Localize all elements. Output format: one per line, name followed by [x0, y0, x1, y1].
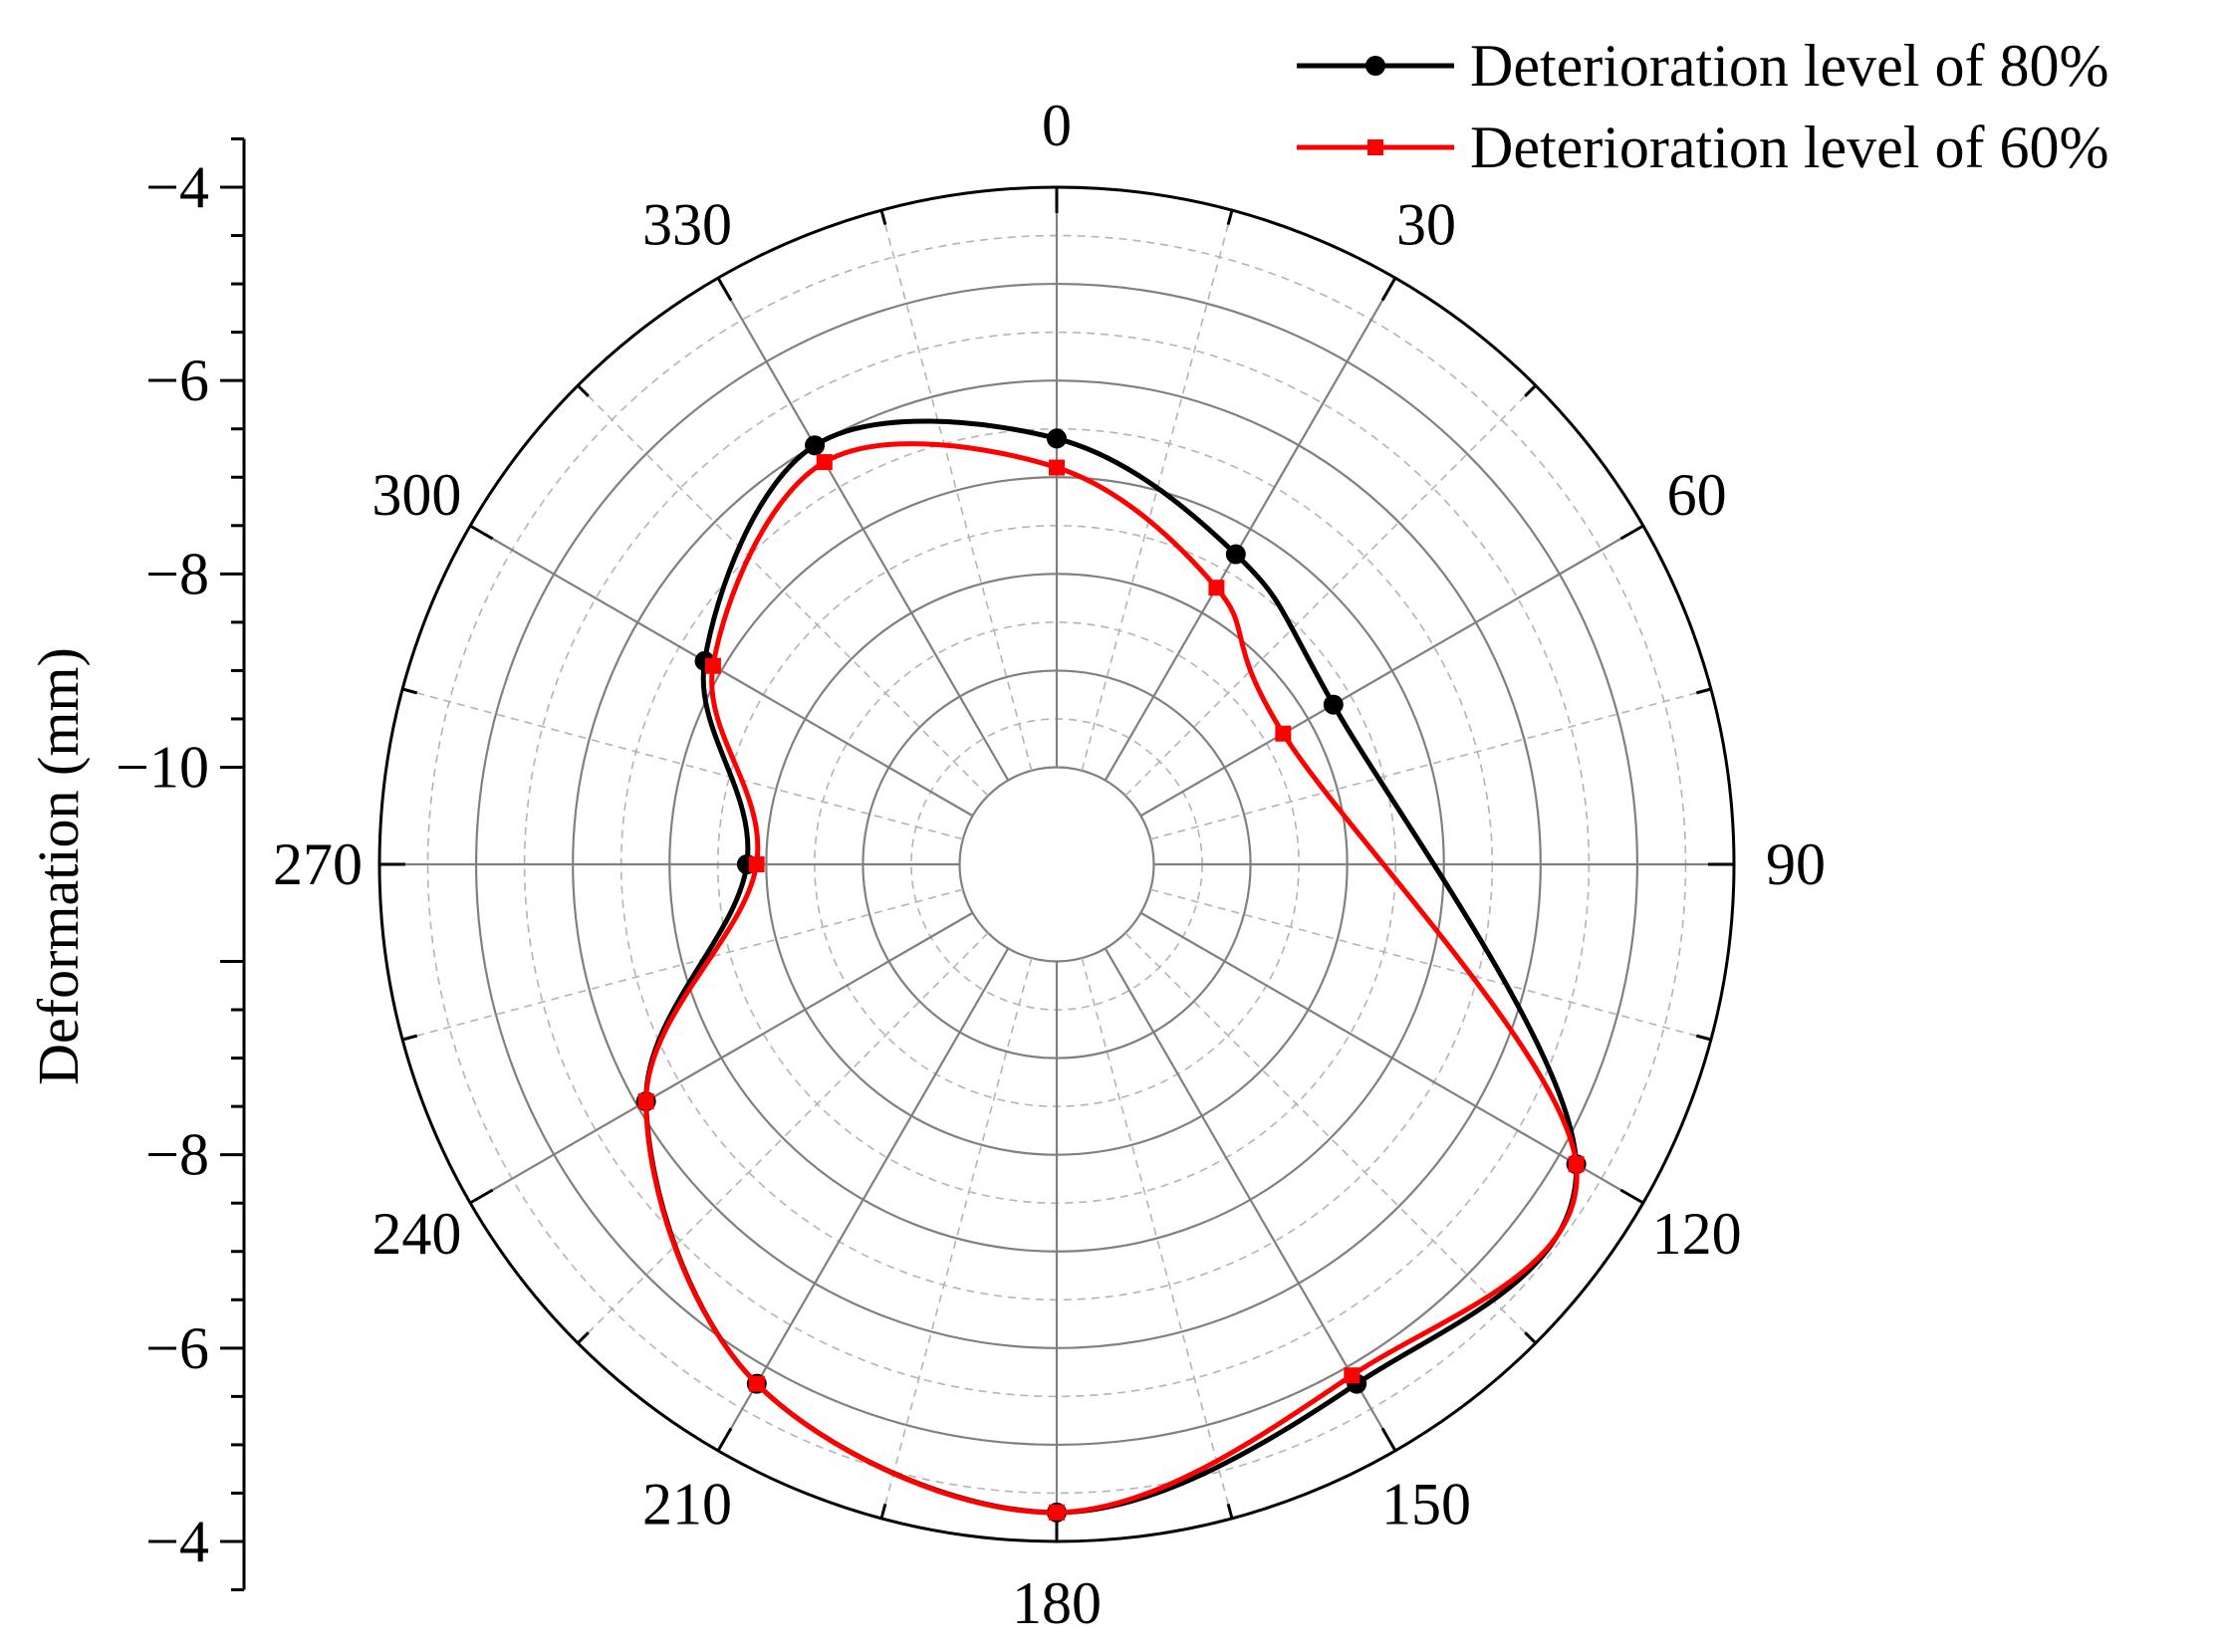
angular-tick: [1524, 1331, 1537, 1344]
radial-tick-label: −6: [145, 348, 209, 413]
angle-labels: 0 30 60 90 120 150 180 210 240 270 300 330: [273, 93, 1826, 1636]
polar-grid: [377, 185, 1736, 1543]
angle-label: 150: [1381, 1472, 1471, 1537]
legend-item: Deterioration level of 80%: [1297, 33, 2108, 99]
data-point: [1049, 1504, 1065, 1521]
series-layer: [635, 418, 1587, 1523]
angular-tick: [1619, 1188, 1644, 1205]
radial-tick-label: −10: [116, 735, 209, 801]
angle-label: 300: [371, 462, 461, 528]
radial-tick-label: −4: [145, 1509, 209, 1574]
grid-spoke: [1104, 277, 1396, 782]
data-point: [1323, 694, 1344, 715]
angle-label: 120: [1652, 1201, 1742, 1267]
angular-tick: [716, 1427, 733, 1452]
radial-tick-label: −6: [145, 1315, 209, 1381]
grid-spoke: [469, 525, 974, 818]
angular-tick: [716, 277, 733, 302]
series-2: [637, 441, 1585, 1521]
radial-tick-label: −8: [145, 1122, 209, 1188]
data-point: [748, 1375, 765, 1392]
radial-tick-label: −8: [145, 541, 209, 606]
angle-label: 90: [1766, 831, 1826, 897]
angular-tick: [1695, 687, 1712, 695]
data-point: [748, 856, 765, 872]
radial-axis: −4 −6 −8 −10 −8 −6 −4: [116, 136, 246, 1592]
angular-tick: [577, 1331, 590, 1344]
angular-tick: [577, 384, 590, 397]
angle-label: 240: [371, 1201, 461, 1267]
y-axis-title: Deformation (mm): [26, 647, 91, 1085]
grid-spoke: [1139, 525, 1644, 818]
angle-label: 270: [273, 831, 363, 897]
legend-label: Deterioration level of 80%: [1470, 33, 2108, 99]
angular-tick: [469, 1188, 494, 1205]
data-point: [1225, 544, 1246, 565]
legend-swatch-marker: [1367, 139, 1383, 155]
series-line: [643, 441, 1580, 1516]
data-point: [1275, 725, 1292, 742]
angle-label: 210: [642, 1472, 732, 1537]
data-point: [805, 435, 826, 456]
grid-spoke: [469, 911, 974, 1204]
angle-label: 30: [1396, 191, 1456, 257]
angular-tick: [1380, 1427, 1397, 1452]
radial-tick-label: −4: [145, 154, 209, 220]
legend: Deterioration level of 80% Deterioration …: [1297, 33, 2108, 180]
angular-tick: [1619, 524, 1644, 541]
angle-label: 330: [642, 191, 732, 257]
legend-item: Deterioration level of 60%: [1297, 115, 2108, 180]
legend-label: Deterioration level of 60%: [1470, 115, 2108, 180]
data-point: [816, 454, 833, 471]
angular-tick: [1380, 277, 1397, 302]
grid-circle: [958, 766, 1155, 963]
grid-spoke: [401, 688, 964, 840]
data-point: [1047, 428, 1067, 449]
angle-label: 0: [1042, 93, 1072, 158]
grid-spoke: [1104, 947, 1396, 1452]
data-point: [704, 657, 721, 674]
grid-spoke: [1139, 911, 1644, 1204]
angular-tick: [1226, 209, 1234, 226]
angular-tick: [879, 209, 887, 226]
grid-spoke: [717, 277, 1010, 782]
angle-label: 60: [1667, 462, 1727, 528]
data-point: [637, 1093, 654, 1110]
data-point: [1208, 580, 1225, 596]
data-point: [1344, 1367, 1360, 1384]
angle-label: 180: [1012, 1570, 1102, 1636]
data-point: [1049, 459, 1065, 476]
angular-tick: [469, 524, 494, 541]
grid-spoke: [401, 888, 964, 1041]
angular-tick: [1226, 1503, 1234, 1520]
legend-swatch-marker: [1365, 56, 1385, 76]
angular-tick: [1695, 1034, 1712, 1042]
grid-spoke: [717, 947, 1010, 1452]
data-point: [1568, 1156, 1585, 1173]
angular-tick: [401, 687, 418, 695]
angular-tick: [879, 1503, 887, 1520]
angular-tick: [1524, 384, 1537, 397]
angular-tick: [401, 1034, 418, 1042]
